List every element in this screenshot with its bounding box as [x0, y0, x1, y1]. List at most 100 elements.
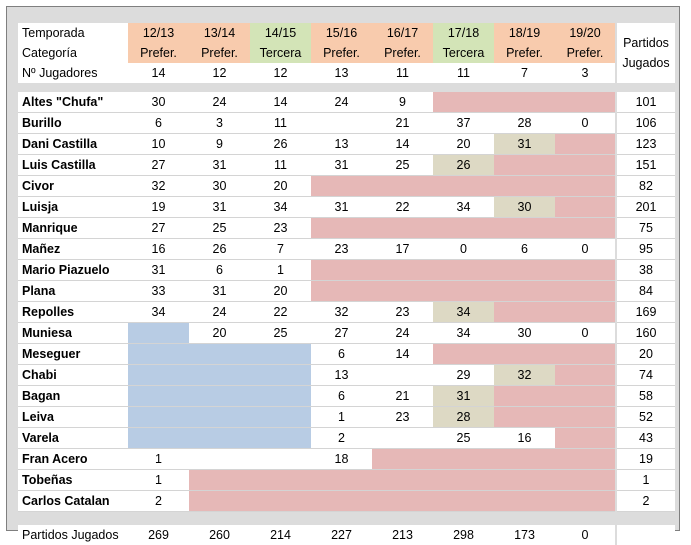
- season-value-cell: 14: [372, 343, 433, 365]
- player-row: Varela 2 25 16 43: [18, 427, 675, 449]
- season-value-cell: 24: [189, 301, 250, 323]
- season-value-cell: [555, 364, 616, 386]
- season-value-cell: 25: [189, 217, 250, 239]
- season-value-cell: 1: [311, 406, 372, 428]
- season-total: 260: [209, 528, 230, 542]
- season-value-cell: 37: [433, 112, 494, 134]
- season-value-cell: 23: [311, 238, 372, 260]
- season-value-cell: 0: [555, 112, 616, 134]
- season-value-cell: 31: [189, 154, 250, 176]
- season-value-cell: 31: [311, 196, 372, 218]
- season-value-cell: [189, 343, 250, 365]
- player-name: Civor: [18, 175, 128, 197]
- season-value-cell: 24: [372, 322, 433, 344]
- season-value-cell: [494, 490, 555, 512]
- player-row: Tobeñas 1 1: [18, 469, 675, 491]
- player-row: Luis Castilla 27 31 11 31 25 26 151: [18, 154, 675, 176]
- jugadores-label: Nº Jugadores: [22, 66, 98, 80]
- player-name: Luisja: [18, 196, 128, 218]
- season-value-cell: 14: [250, 92, 311, 113]
- player-row: Repolles 34 24 22 32 23 34 169: [18, 301, 675, 323]
- season-total: 213: [392, 528, 413, 542]
- season-value-cell: [250, 490, 311, 512]
- season-header: 14/15: [250, 23, 311, 43]
- season-value-cell: [555, 92, 616, 113]
- player-total: 74: [615, 364, 675, 386]
- spacer-row: [18, 83, 675, 92]
- player-row: Altes "Chufa" 30 24 14 24 9 101: [18, 92, 675, 113]
- season-value-cell: [555, 280, 616, 302]
- season-value-cell: 23: [372, 301, 433, 323]
- player-name: Manrique: [18, 217, 128, 239]
- category-header: Tercera: [250, 43, 311, 63]
- season-value-cell: 32: [494, 364, 555, 386]
- season-value-cell: 26: [189, 238, 250, 260]
- season-value-cell: 30: [128, 92, 189, 113]
- season-value-cell: [433, 175, 494, 197]
- player-total: 1: [615, 469, 675, 491]
- player-row: Plana 33 31 20 84: [18, 280, 675, 302]
- player-row: Manrique 27 25 23 75: [18, 217, 675, 239]
- season-value-cell: 34: [433, 301, 494, 323]
- season-value-cell: 11: [250, 112, 311, 134]
- player-total: 201: [615, 196, 675, 218]
- season-value-cell: [311, 259, 372, 281]
- player-total: 82: [615, 175, 675, 197]
- player-row: Mario Piazuelo 31 6 1 38: [18, 259, 675, 281]
- season-value-cell: [555, 175, 616, 197]
- players-body: Altes "Chufa" 30 24 14 24 9 101 Burillo 6 3 11 21 37…: [18, 92, 675, 512]
- player-name: Altes "Chufa": [18, 92, 128, 113]
- season-value-cell: 34: [128, 301, 189, 323]
- season-value-cell: 6: [189, 259, 250, 281]
- player-total: 20: [615, 343, 675, 365]
- season-value-cell: [433, 92, 494, 113]
- season-value-cell: [555, 490, 616, 512]
- season-value-cell: [433, 217, 494, 239]
- category-header-row: Categoría Prefer. Prefer. Tercera Prefer…: [18, 43, 675, 63]
- season-total: 269: [148, 528, 169, 542]
- category-header: Prefer.: [494, 43, 555, 63]
- season-value-cell: [189, 427, 250, 449]
- stats-table: Temporada 12/13 13/14 14/15 15/16 16/17 …: [18, 23, 675, 545]
- player-name: Tobeñas: [18, 469, 128, 491]
- season-value-cell: 17: [372, 238, 433, 260]
- season-header: 12/13: [128, 23, 189, 43]
- season-value-cell: [250, 427, 311, 449]
- season-total: 173: [514, 528, 535, 542]
- season-value-cell: [555, 469, 616, 491]
- season-header: 13/14: [189, 23, 250, 43]
- season-value-cell: 30: [189, 175, 250, 197]
- category-header: Prefer.: [555, 43, 616, 63]
- season-value-cell: 30: [494, 196, 555, 218]
- season-value-cell: [372, 280, 433, 302]
- stats-frame: Temporada 12/13 13/14 14/15 15/16 16/17 …: [6, 6, 680, 545]
- season-value-cell: 13: [311, 364, 372, 386]
- player-row: Dani Castilla 10 9 26 13 14 20 31 123: [18, 133, 675, 155]
- season-value-cell: 31: [433, 385, 494, 407]
- season-value-cell: [372, 175, 433, 197]
- season-value-cell: 27: [128, 154, 189, 176]
- season-value-cell: [433, 280, 494, 302]
- season-value-cell: 0: [555, 322, 616, 344]
- season-value-cell: 19: [128, 196, 189, 218]
- season-value-cell: 11: [250, 154, 311, 176]
- season-value-cell: 6: [494, 238, 555, 260]
- season-value-cell: 24: [189, 92, 250, 113]
- player-count: 14: [151, 66, 166, 80]
- season-value-cell: 1: [250, 259, 311, 281]
- footer-label: Partidos Jugados: [22, 528, 119, 542]
- player-count: 13: [334, 66, 349, 80]
- season-value-cell: 31: [128, 259, 189, 281]
- grand-total-cell: [615, 525, 675, 545]
- player-total: 2: [615, 490, 675, 512]
- season-value-cell: 2: [128, 490, 189, 512]
- season-value-cell: [189, 385, 250, 407]
- player-count: 7: [521, 66, 528, 80]
- player-count: 12: [212, 66, 227, 80]
- season-value-cell: 20: [433, 133, 494, 155]
- season-value-cell: 6: [128, 112, 189, 134]
- season-total: 298: [453, 528, 474, 542]
- season-value-cell: 28: [433, 406, 494, 428]
- season-value-cell: 16: [494, 427, 555, 449]
- season-value-cell: [494, 301, 555, 323]
